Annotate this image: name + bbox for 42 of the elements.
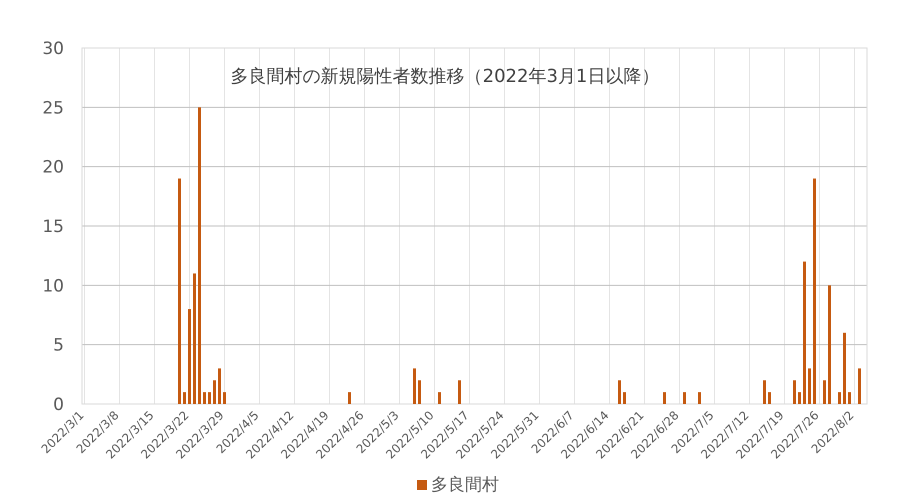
bar xyxy=(838,392,841,404)
bar xyxy=(763,380,766,404)
y-tick-label: 5 xyxy=(53,336,64,356)
bar xyxy=(803,262,806,404)
y-tick-label: 10 xyxy=(42,276,64,296)
bar xyxy=(823,380,826,404)
bar xyxy=(623,392,626,404)
bar xyxy=(208,392,211,404)
bar xyxy=(808,368,811,404)
bar xyxy=(193,273,196,404)
bar xyxy=(858,368,861,404)
bar xyxy=(418,380,421,404)
y-tick-label: 30 xyxy=(42,39,64,59)
bar xyxy=(188,309,191,404)
bar xyxy=(203,392,206,404)
bar xyxy=(438,392,441,404)
bar xyxy=(618,380,621,404)
bar xyxy=(178,178,181,404)
bar xyxy=(848,392,851,404)
bar xyxy=(683,392,686,404)
bar xyxy=(413,368,416,404)
bar xyxy=(458,380,461,404)
bar xyxy=(348,392,351,404)
bar xyxy=(223,392,226,404)
bar xyxy=(813,178,816,404)
bar xyxy=(793,380,796,404)
y-tick-label: 0 xyxy=(53,395,64,415)
text: 多良間村の新規陽性者数推移（2022年3月1日以降） xyxy=(230,66,660,87)
bar xyxy=(698,392,701,404)
bar xyxy=(843,332,846,404)
y-tick-label: 25 xyxy=(42,98,64,118)
bar xyxy=(663,392,666,404)
bar xyxy=(213,380,216,404)
bar xyxy=(183,392,186,404)
y-tick-label: 20 xyxy=(42,158,64,178)
bar xyxy=(218,368,221,404)
legend-label: 多良間村 xyxy=(431,475,499,495)
bar xyxy=(828,285,831,404)
y-tick-label: 15 xyxy=(42,217,64,237)
bar xyxy=(198,107,201,404)
bar xyxy=(798,392,801,404)
bar xyxy=(768,392,771,404)
